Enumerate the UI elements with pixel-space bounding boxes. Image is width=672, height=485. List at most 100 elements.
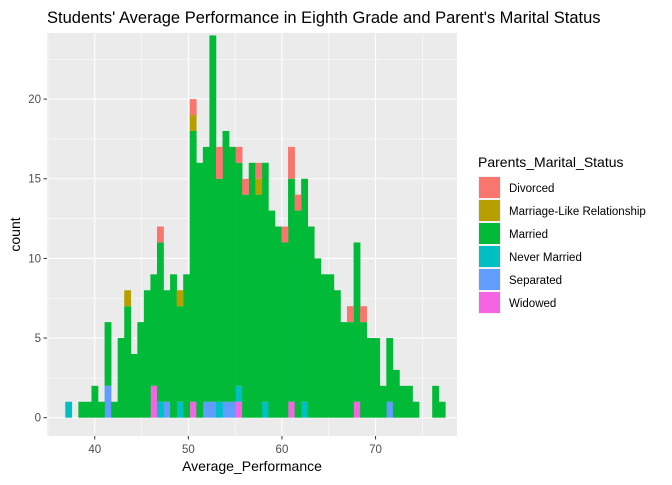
bar-divorced: [156, 226, 164, 243]
bar-married: [176, 306, 184, 402]
bar-never-married: [301, 401, 308, 418]
x-tick-label: 40: [88, 444, 101, 456]
bar-separated: [386, 401, 394, 418]
bar-married: [255, 194, 263, 418]
y-tick-label: 5: [35, 333, 41, 345]
bar-married: [347, 322, 354, 418]
bar-divorced: [281, 226, 289, 243]
bar-married: [111, 401, 118, 418]
legend-label-widowed: Widowed: [509, 298, 556, 310]
bar-marriage-like-relationship: [189, 115, 197, 131]
bar-widowed: [189, 401, 197, 418]
legend-swatch-never-married: [479, 246, 500, 267]
legend-label-divorced: Divorced: [509, 183, 554, 195]
bar-married: [242, 194, 250, 418]
bar-never-married: [156, 401, 164, 418]
legend-swatch-divorced: [479, 177, 500, 198]
bar-married: [163, 290, 171, 402]
bar-married: [386, 338, 394, 402]
legend-label-never-married: Never Married: [509, 252, 582, 264]
bar-married: [314, 258, 322, 418]
bar-married: [340, 322, 348, 418]
bar-never-married: [215, 401, 223, 418]
legend-swatch-married: [479, 223, 500, 244]
x-axis-ticks: 40 50 60 70: [88, 436, 382, 456]
bar-married: [130, 353, 138, 418]
bar-married: [268, 210, 276, 418]
bar-married: [143, 290, 151, 418]
bar-divorced: [255, 162, 263, 179]
y-tick-label: 10: [28, 253, 41, 265]
bar-married: [281, 242, 289, 418]
bar-married: [261, 162, 269, 402]
bar-divorced: [360, 306, 367, 323]
bar-married: [438, 401, 446, 418]
legend: Parents_Marital_Status Divorced Marriage-…: [478, 154, 646, 314]
bar-divorced: [242, 178, 250, 195]
y-tick-label: 0: [35, 413, 41, 425]
bar-married: [78, 401, 86, 418]
bar-married: [202, 146, 210, 402]
bar-married: [117, 338, 125, 418]
y-tick-label: 20: [28, 94, 41, 106]
x-tick-label: 70: [369, 444, 382, 456]
bar-widowed: [353, 401, 361, 418]
bar-married: [392, 369, 400, 418]
bar-married: [301, 178, 308, 402]
legend-title: Parents_Marital_Status: [478, 154, 624, 170]
bar-married: [360, 322, 367, 418]
bar-married: [412, 401, 420, 418]
bar-married: [274, 226, 282, 418]
bar-divorced: [215, 146, 223, 179]
x-tick-label: 50: [182, 444, 195, 456]
bar-never-married: [235, 385, 243, 402]
bar-married: [229, 146, 236, 402]
bar-married: [307, 226, 315, 418]
chart-title: Students' Average Performance in Eighth …: [47, 9, 601, 27]
legend-label-married: Married: [509, 229, 548, 241]
bar-married: [183, 274, 191, 418]
bar-married: [196, 162, 204, 418]
bar-married: [189, 130, 197, 402]
bar-never-married: [65, 401, 73, 418]
bar-married: [124, 306, 132, 418]
bar-married: [366, 338, 374, 418]
bar-divorced: [235, 146, 243, 163]
bar-separated: [104, 385, 112, 418]
bar-married: [432, 385, 440, 418]
legend-label-marriage-like-relationship: Marriage-Like Relationship: [509, 206, 646, 218]
bar-separated: [222, 401, 230, 418]
bar-married: [98, 401, 105, 418]
bar-married: [248, 162, 256, 418]
bar-married: [170, 274, 177, 418]
x-axis-title: Average_Performance: [182, 458, 322, 474]
bar-separated: [202, 401, 210, 418]
y-axis-ticks: 0 5 10 15 20: [28, 94, 47, 425]
bar-married: [294, 210, 302, 418]
bar-married: [215, 178, 223, 402]
bar-married: [235, 162, 243, 386]
bar-marriage-like-relationship: [176, 290, 184, 307]
bar-divorced: [347, 306, 354, 323]
bar-separated: [163, 401, 171, 418]
y-tick-label: 15: [28, 174, 41, 186]
legend-swatch-widowed: [479, 292, 500, 313]
legend-label-separated: Separated: [509, 275, 562, 287]
y-axis-title: count: [7, 217, 23, 251]
bar-married: [222, 130, 230, 402]
histogram-bars: [65, 35, 446, 418]
bar-married: [405, 385, 413, 418]
bar-marriage-like-relationship: [124, 290, 132, 307]
bar-marriage-like-relationship: [255, 178, 263, 195]
legend-swatch-marriage-like-relationship: [479, 200, 500, 221]
bar-married: [379, 385, 387, 418]
x-tick-label: 60: [276, 444, 289, 456]
bar-widowed: [235, 401, 243, 418]
legend-swatch-separated: [479, 269, 500, 290]
bar-married: [156, 242, 164, 402]
bar-married: [104, 322, 112, 386]
bar-divorced: [288, 146, 295, 179]
legend-items: Divorced Marriage-Like Relationship Marrie…: [478, 176, 646, 314]
